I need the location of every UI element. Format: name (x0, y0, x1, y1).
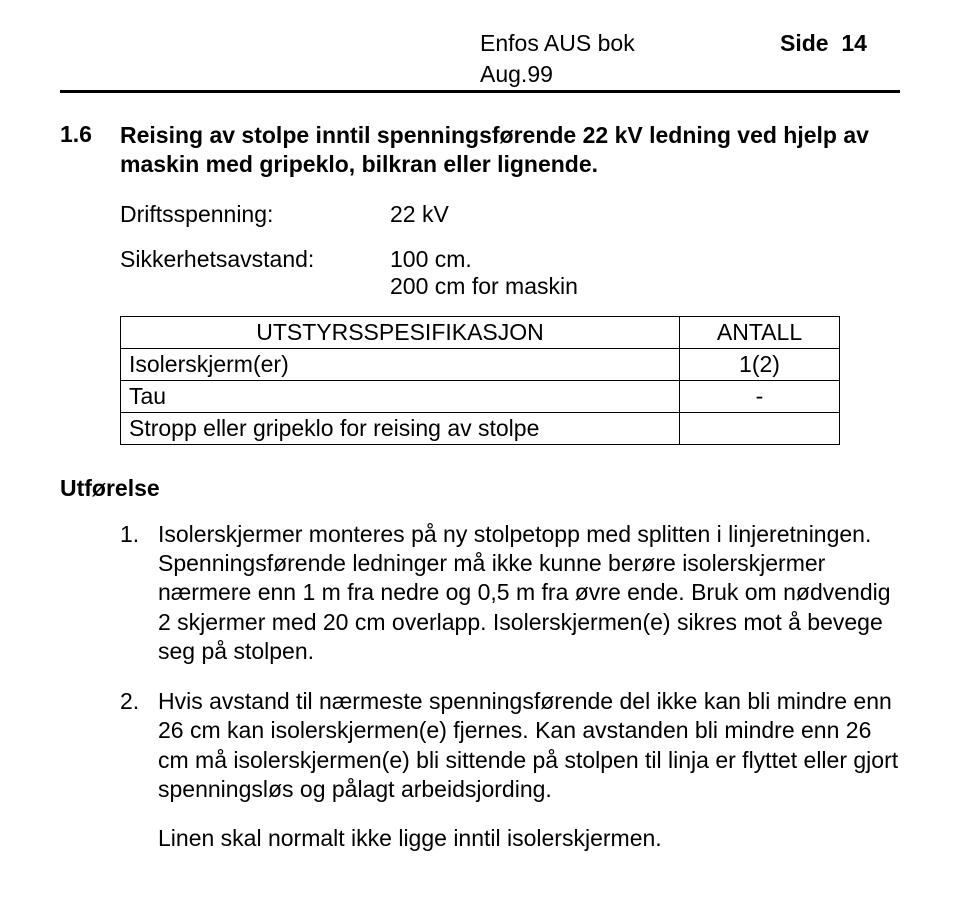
side-num: 14 (841, 30, 867, 56)
table-header-row: UTSTYRSSPESIFIKASJON ANTALL (121, 316, 840, 348)
drift-value: 22 kV (390, 201, 900, 228)
extra-line: Linen skal normalt ikke ligge inntil iso… (158, 824, 900, 853)
section-title: Reising av stolpe inntil spenningsførend… (120, 121, 900, 179)
cell-b (680, 412, 840, 444)
col-a-header: UTSTYRSSPESIFIKASJON (121, 316, 680, 348)
utforelse-heading: Utførelse (60, 475, 900, 502)
table-row: Tau - (121, 380, 840, 412)
cell-a: Stropp eller gripeklo for reising av sto… (121, 412, 680, 444)
header-sub: Aug.99 (60, 61, 900, 93)
header-title: Enfos AUS bok (480, 30, 780, 57)
header-spacer (780, 61, 900, 88)
header-top: Enfos AUS bok Side 14 (60, 30, 900, 61)
sikker-values: 100 cm. 200 cm for maskin (390, 246, 900, 300)
parameters: Driftsspenning: 22 kV Sikkerhetsavstand:… (120, 201, 900, 300)
section-number: 1.6 (60, 121, 120, 179)
spec-table: UTSTYRSSPESIFIKASJON ANTALL Isolerskjerm… (120, 316, 840, 445)
side-label: Side (780, 30, 829, 56)
table-row: Stropp eller gripeklo for reising av sto… (121, 412, 840, 444)
header-subtitle: Aug.99 (480, 61, 780, 88)
section-heading: 1.6 Reising av stolpe inntil spenningsfø… (60, 121, 900, 179)
col-b-header: ANTALL (680, 316, 840, 348)
steps-list: 1. Isolerskjermer monteres på ny stolpet… (120, 520, 900, 805)
sikker-label: Sikkerhetsavstand: (120, 246, 390, 300)
spec-table-wrap: UTSTYRSSPESIFIKASJON ANTALL Isolerskjerm… (120, 316, 900, 445)
cell-b: 1(2) (680, 348, 840, 380)
drift-label: Driftsspenning: (120, 201, 390, 228)
list-item: 1. Isolerskjermer monteres på ny stolpet… (120, 520, 900, 667)
cell-a: Tau (121, 380, 680, 412)
step-text: Isolerskjermer monteres på ny stolpetopp… (158, 520, 900, 667)
step-num: 1. (120, 520, 158, 667)
step-num: 2. (120, 687, 158, 805)
param-sikker: Sikkerhetsavstand: 100 cm. 200 cm for ma… (120, 246, 900, 300)
cell-b: - (680, 380, 840, 412)
header-side: Side 14 (780, 30, 900, 57)
cell-a: Isolerskjerm(er) (121, 348, 680, 380)
list-item: 2. Hvis avstand til nærmeste spenningsfø… (120, 687, 900, 805)
sikker-value-2: 200 cm for maskin (390, 273, 900, 300)
sikker-value-1: 100 cm. (390, 246, 900, 273)
param-drift: Driftsspenning: 22 kV (120, 201, 900, 228)
step-text: Hvis avstand til nærmeste spenningsføren… (158, 687, 900, 805)
table-row: Isolerskjerm(er) 1(2) (121, 348, 840, 380)
